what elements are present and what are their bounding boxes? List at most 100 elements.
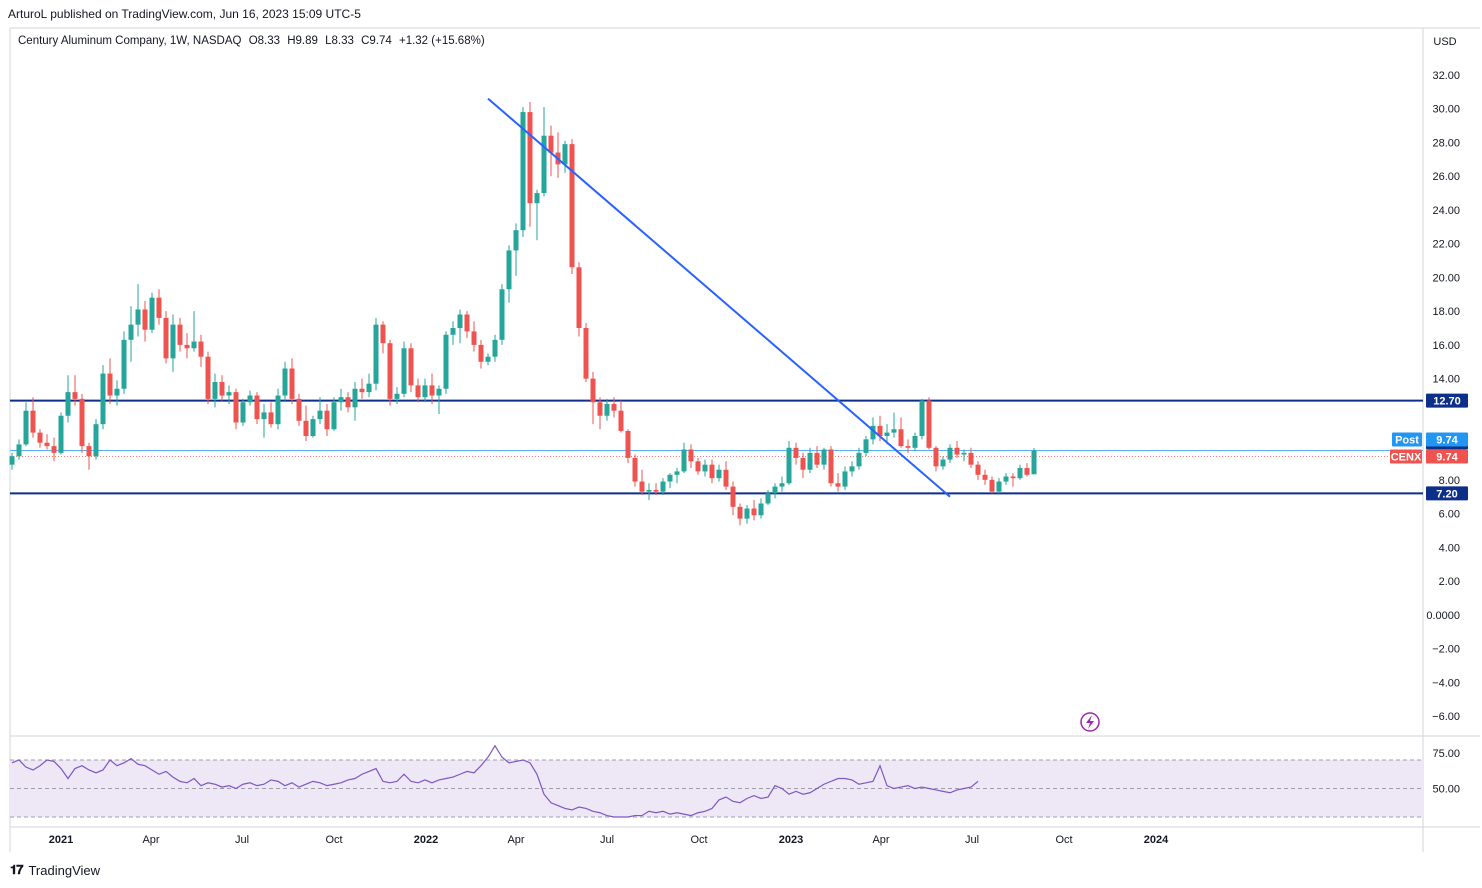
candle-body (618, 410, 624, 431)
candle-body (415, 385, 421, 398)
candle-body (765, 493, 771, 504)
candle-body (723, 469, 729, 487)
y-tick-label: 28.00 (1432, 137, 1460, 149)
x-tick-label: Jul (235, 834, 249, 846)
legend-change: +1.32 (+15.68%) (398, 35, 485, 47)
y-tick-label: 26.00 (1432, 171, 1460, 183)
candle-body (758, 503, 764, 516)
candle-body (303, 420, 309, 436)
candle-body (429, 385, 435, 396)
post-label-tag-bg (1392, 432, 1422, 447)
candle-body (443, 334, 449, 389)
candle-body (72, 392, 78, 399)
trendline-layer[interactable] (487, 97, 951, 498)
candle-body (114, 388, 120, 396)
candle-body (261, 412, 267, 420)
candle-body (541, 135, 547, 194)
y-tick-label: 2.00 (1439, 576, 1460, 588)
candle-body (170, 324, 176, 359)
candle-body (499, 289, 505, 340)
y-tick-label: 22.00 (1432, 239, 1460, 251)
candle-body (1024, 468, 1030, 475)
price-axis[interactable]: 32.00 30.00 28.00 26.00 24.00 22.00 20.00 18.00… (1426, 70, 1460, 723)
candle-body (233, 392, 239, 423)
candle-body (891, 429, 897, 433)
candle-body (478, 344, 484, 362)
post-label-tag: Post (1395, 435, 1419, 447)
candle-body (352, 388, 358, 408)
candle-body (905, 446, 911, 448)
candle-body (912, 435, 918, 448)
candle-body (373, 324, 379, 384)
candle-body (380, 324, 386, 344)
candle-body (471, 331, 477, 345)
candle-body (149, 297, 155, 330)
time-axis[interactable]: 2021 Apr Jul Oct 2022 Apr Jul Oct 2023 Apr Jul Oct 2… (49, 834, 1169, 846)
candle-body (849, 466, 855, 472)
candle-body (16, 444, 22, 457)
x-tick-label: Jul (965, 834, 979, 846)
y-tick-label: 14.00 (1432, 374, 1460, 386)
y-tick-label: −2.00 (1432, 644, 1460, 656)
candle-body (485, 356, 491, 362)
candle-body (226, 392, 232, 396)
candle-body (779, 483, 785, 487)
post-value-tag-bg (1426, 432, 1468, 447)
candle-body (800, 457, 806, 470)
y-tick-label: 24.00 (1432, 205, 1460, 217)
candle-body (331, 402, 337, 430)
post-value-tag: 9.74 (1436, 435, 1458, 447)
x-tick-label: Apr (507, 834, 524, 846)
candle-body (422, 385, 428, 398)
candle-body (296, 398, 302, 421)
candle-body (625, 430, 631, 458)
candle-body (317, 410, 323, 420)
candle-body (695, 461, 701, 472)
candle-body (982, 474, 988, 480)
candle-body (212, 382, 218, 399)
y-tick-label: 6.00 (1439, 509, 1460, 521)
candle-body (786, 447, 792, 484)
candle-body (1031, 450, 1037, 475)
candle-body (86, 446, 92, 457)
misc-marks (1080, 712, 1100, 732)
flash-icon[interactable] (1080, 712, 1100, 732)
candle-body (674, 471, 680, 475)
candle-body (919, 400, 925, 436)
candle-body (107, 373, 113, 396)
y-tick-label: 8.00 (1439, 475, 1460, 487)
cenx-label-tag: CENX (1391, 452, 1422, 464)
candle-body (821, 449, 827, 465)
candle-body (814, 452, 820, 465)
y-tick-label: 16.00 (1432, 340, 1460, 352)
x-tick-label: 2021 (49, 834, 73, 846)
price-chart[interactable]: 75.00 50.00 32.00 30.00 28.00 26.00 24.00 22.0… (0, 0, 1482, 860)
candle-body (457, 314, 463, 329)
x-tick-label: Apr (142, 834, 159, 846)
candle-body (93, 424, 99, 457)
candle-body (835, 483, 841, 487)
cenx-value-tag: 9.74 (1436, 452, 1458, 464)
candle-body (492, 339, 498, 357)
candle-body (828, 449, 834, 484)
candle-body (709, 464, 715, 479)
candle-body (604, 403, 610, 416)
currency-label: USD (1433, 36, 1456, 48)
symbol-legend: Century Aluminum Company, 1W, NASDAQ O8.… (18, 35, 489, 47)
x-tick-label: Oct (325, 834, 342, 846)
candle-body (135, 309, 141, 325)
candle-body (128, 324, 134, 340)
candle-body (1017, 468, 1023, 479)
candle-body (191, 341, 197, 349)
candle-body (639, 481, 645, 492)
candle-body (464, 314, 470, 332)
candle-body (926, 400, 932, 448)
downtrend-line[interactable] (487, 97, 951, 498)
candle-body (338, 397, 344, 403)
candle-body (898, 429, 904, 447)
candle-body (996, 481, 1002, 492)
candle-body (121, 339, 127, 389)
candle-body (282, 368, 288, 396)
candle-body (576, 267, 582, 329)
candle-body (324, 410, 330, 430)
